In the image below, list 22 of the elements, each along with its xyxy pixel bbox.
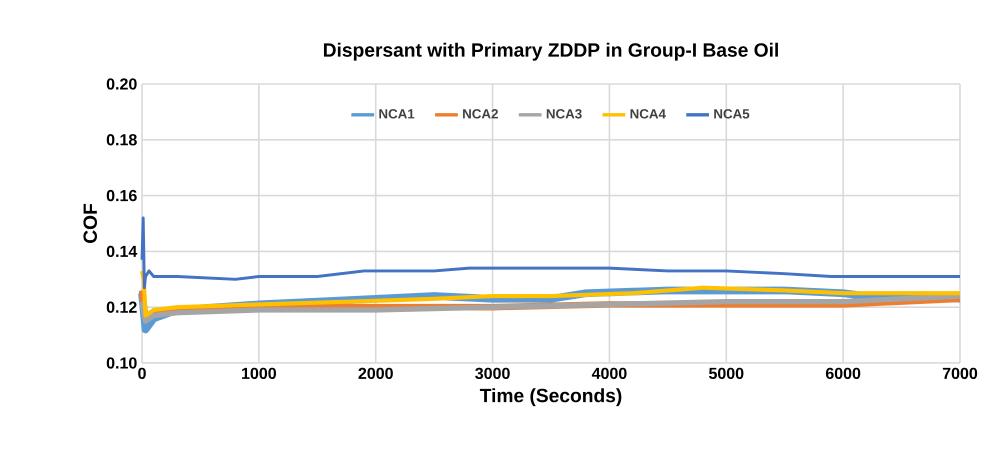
y-tick-label: 0.16 [106, 190, 137, 202]
x-tick-label: 7000 [942, 368, 978, 380]
legend-label: NCA4 [630, 109, 666, 119]
y-axis-title: COF [83, 204, 98, 243]
y-tick-label: 0.12 [106, 302, 137, 313]
legend-label: NCA2 [463, 109, 498, 119]
legend-label: NCA3 [546, 109, 582, 119]
y-tick-label: 0.20 [106, 78, 137, 90]
legend-label: NCA1 [379, 109, 414, 119]
x-tick-label: 5000 [708, 368, 744, 380]
y-tick-label: 0.14 [106, 246, 138, 258]
x-tick-label: 1000 [242, 368, 276, 380]
y-tick-label: 0.18 [106, 134, 137, 146]
x-tick-label: 0 [138, 368, 146, 380]
x-tick-label: 4000 [592, 368, 627, 380]
chart-title: Dispersant with Primary ZDDP in Group-I Base Oil [324, 42, 778, 61]
y-tick-label: 0.10 [106, 357, 137, 369]
x-axis-title: Time (Seconds) [480, 388, 622, 406]
legend-label: NCA5 [714, 109, 750, 119]
x-tick-label: 2000 [358, 368, 393, 380]
x-tick-label: 6000 [826, 368, 860, 380]
x-tick-label: 3000 [475, 368, 510, 380]
